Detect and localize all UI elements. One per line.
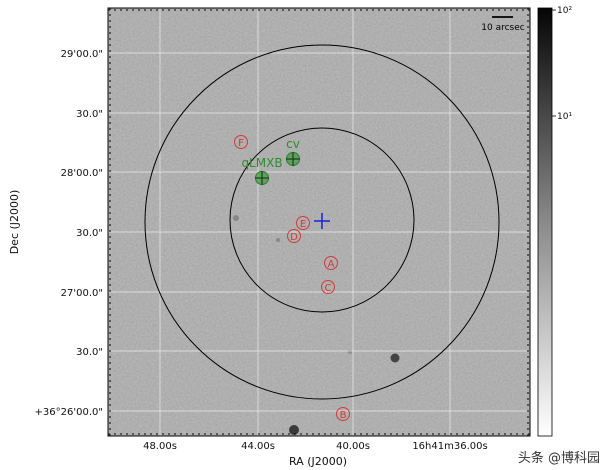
- svg-text:30.0": 30.0": [76, 347, 103, 358]
- colorbar-tick-100: 10²: [557, 6, 572, 16]
- source-e: E: [296, 216, 310, 230]
- coordinate-grid: [108, 8, 530, 436]
- svg-text:+36°26'00.0": +36°26'00.0": [35, 407, 103, 418]
- inner-ring: [229, 127, 415, 313]
- svg-text:27'00.0": 27'00.0": [61, 288, 103, 299]
- scale-bar: 10 arcsec: [481, 16, 525, 33]
- image-panel: [108, 8, 530, 436]
- panel-frame: [107, 7, 531, 437]
- svg-text:40.00s: 40.00s: [336, 441, 370, 452]
- source-c: C: [321, 280, 335, 294]
- svg-text:A: A: [328, 259, 335, 270]
- svg-text:C: C: [325, 283, 332, 294]
- svg-text:16h41m36.00s: 16h41m36.00s: [412, 441, 487, 452]
- x-tick-labels: 48.00s 44.00s 40.00s 16h41m36.00s: [143, 441, 488, 452]
- source-a: A: [324, 256, 338, 270]
- svg-text:E: E: [300, 219, 306, 230]
- svg-text:48.00s: 48.00s: [143, 441, 177, 452]
- candidate-cv: cv: [285, 137, 301, 167]
- svg-text:cv: cv: [286, 137, 300, 151]
- svg-text:qLMXB: qLMXB: [241, 156, 282, 170]
- svg-text:28'00.0": 28'00.0": [61, 168, 103, 179]
- y-tick-labels: 29'00.0" 30.0" 28'00.0" 30.0" 27'00.0" 3…: [35, 49, 103, 418]
- center-cross-marker: [314, 213, 330, 229]
- candidate-qlmxb: qLMXB: [241, 156, 283, 186]
- svg-text:44.00s: 44.00s: [241, 441, 275, 452]
- x-axis-label: RA (J2000): [289, 455, 347, 468]
- frame-ticks: [108, 8, 530, 436]
- svg-text:29'00.0": 29'00.0": [61, 49, 103, 60]
- source-b: B: [336, 407, 350, 421]
- colorbar: 10² 10¹: [537, 6, 572, 437]
- svg-text:D: D: [290, 232, 298, 243]
- svg-text:30.0": 30.0": [76, 228, 103, 239]
- outer-ring: [144, 44, 500, 400]
- svg-text:B: B: [340, 410, 347, 421]
- y-axis-label: Dec (J2000): [8, 190, 21, 255]
- watermark: 头条 @博科园: [517, 451, 600, 466]
- svg-text:30.0": 30.0": [76, 109, 103, 120]
- svg-text:F: F: [238, 138, 244, 149]
- colorbar-tick-10: 10¹: [557, 112, 572, 122]
- svg-text:10 arcsec: 10 arcsec: [481, 23, 525, 33]
- source-d: D: [287, 229, 301, 243]
- source-f: F: [234, 135, 248, 149]
